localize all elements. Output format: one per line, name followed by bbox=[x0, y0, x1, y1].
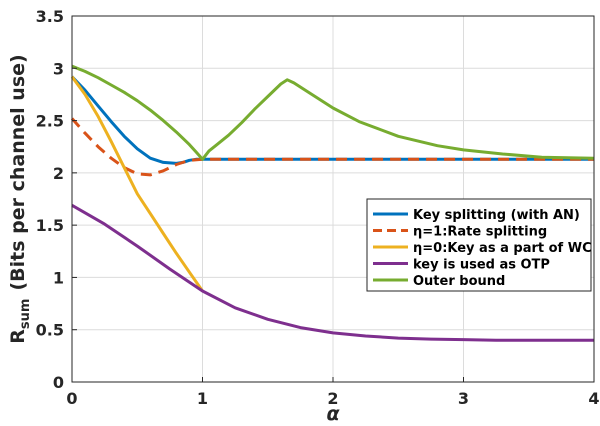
x-tick-label: 0 bbox=[66, 389, 77, 408]
x-tick-label: 3 bbox=[458, 389, 469, 408]
legend-label-1: Key splitting (with AN) bbox=[413, 208, 580, 223]
y-tick-label: 2 bbox=[53, 164, 64, 183]
y-axis-label: Rsum (Bits per channel use) bbox=[7, 54, 33, 343]
y-axis-label-sub: sum bbox=[18, 299, 33, 330]
legend-label-4: key is used as OTP bbox=[413, 258, 550, 273]
y-tick-label: 0 bbox=[53, 373, 64, 392]
y-tick-label: 2.5 bbox=[36, 112, 64, 131]
x-tick-label: 4 bbox=[588, 389, 599, 408]
series-line-4 bbox=[71, 204, 594, 342]
legend-label-3: η=0:Key as a part of WC bbox=[413, 241, 592, 256]
x-tick-label: 1 bbox=[197, 389, 208, 408]
legend: Key splitting (with AN) η=1:Rate splittin… bbox=[366, 198, 592, 292]
x-axis-label: α bbox=[326, 403, 340, 425]
x-tick-label: 2 bbox=[327, 389, 338, 408]
y-axis-label-rest: (Bits per channel use) bbox=[7, 54, 29, 290]
series-line-2 bbox=[70, 117, 594, 177]
y-tick-label: 1 bbox=[53, 268, 64, 287]
y-tick-label: 3.5 bbox=[36, 7, 64, 26]
y-axis-label-main: R bbox=[7, 329, 29, 344]
y-tick-label: 0.5 bbox=[36, 321, 64, 340]
y-tick-label: 3 bbox=[53, 59, 64, 78]
legend-label-2: η=1:Rate splitting bbox=[413, 225, 547, 240]
series-layer bbox=[70, 64, 595, 342]
legend-label-5: Outer bound bbox=[413, 274, 505, 289]
series-line-5 bbox=[71, 64, 595, 161]
series-line-3 bbox=[70, 75, 204, 292]
ticks: 0 1 2 3 4 0 0.5 1 1.5 2 2.5 3 3.5 bbox=[36, 7, 600, 408]
y-tick-label: 1.5 bbox=[36, 216, 64, 235]
